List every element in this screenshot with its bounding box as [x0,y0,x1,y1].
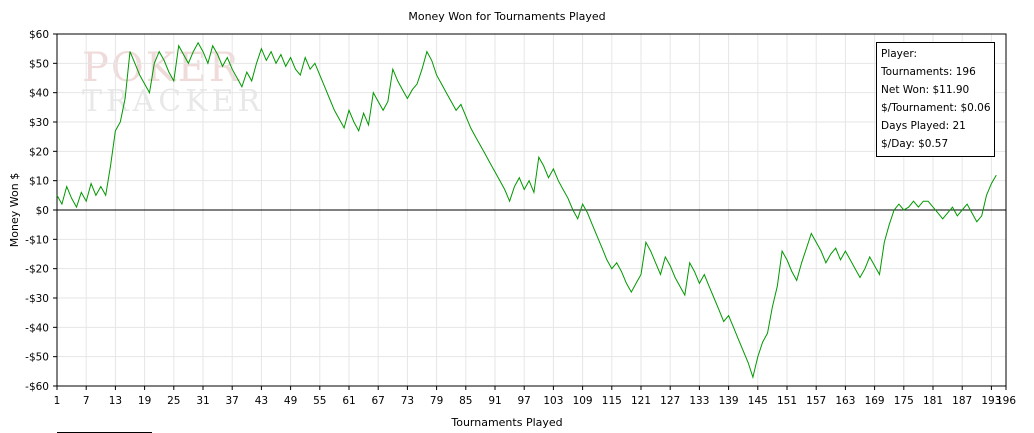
y-axis-label: Money Won $ [8,173,21,247]
chart-title: Money Won for Tournaments Played [408,10,605,23]
legend-line: Days Played: 21 [881,120,966,132]
y-tick-label: $0 [36,205,49,217]
y-tick-label: $60 [29,29,49,41]
y-tick-label: $10 [29,176,49,188]
x-tick-label: 61 [342,395,355,407]
x-tick-label: 157 [806,395,826,407]
x-tick-label: 115 [602,395,622,407]
y-axis-ticks: $60 $50 $40 $30 $20 $10 $0 -$10 -$20 -$30 -$40 -$50… [25,29,57,393]
y-tick-label: $50 [29,58,49,70]
x-tick-label: 163 [835,395,855,407]
y-tick-label: $30 [29,117,49,129]
x-tick-label: 175 [894,395,914,407]
x-axis-label: Tournaments Played [450,416,562,429]
series-group [56,41,997,380]
x-tick-label: 19 [138,395,151,407]
x-tick-label: 133 [689,395,709,407]
x-tick-label: 196 [996,395,1016,407]
x-tick-label: 109 [573,395,593,407]
x-tick-label: 73 [401,395,414,407]
y-tick-label: -$10 [25,234,49,246]
x-tick-label: 37 [226,395,239,407]
y-tick-label: -$50 [25,352,49,364]
y-tick-label: $40 [29,88,49,100]
series-line-0 [56,41,997,380]
x-tick-label: 7 [83,395,90,407]
y-tick-label: -$40 [25,322,49,334]
legend-line: Net Won: $11.90 [881,84,970,96]
x-tick-label: 103 [543,395,563,407]
x-tick-label: 1 [54,395,61,407]
x-tick-label: 181 [923,395,943,407]
x-tick-label: 151 [777,395,797,407]
x-tick-label: 187 [952,395,972,407]
x-tick-label: 91 [488,395,501,407]
y-tick-label: -$60 [25,381,49,393]
x-tick-label: 127 [660,395,680,407]
y-tick-label: -$20 [25,264,49,276]
legend-line: Tournaments: 196 [881,66,976,78]
x-tick-label: 97 [518,395,531,407]
x-tick-label: 13 [109,395,122,407]
x-axis-ticks: 1 7 13 19 25 31 37 43 49 55 61 67 73 79 85 91 97 103 109 11… [54,386,1016,407]
x-tick-label: 169 [865,395,885,407]
x-tick-label: 43 [255,395,268,407]
x-tick-label: 193 [981,395,1001,407]
x-tick-label: 25 [167,395,180,407]
x-tick-label: 49 [284,395,297,407]
player-stats-legend: Player: Tournaments: 196 Net Won: $11.90 $/… [876,42,995,157]
x-tick-label: 67 [372,395,385,407]
x-tick-label: 79 [430,395,443,407]
y-tick-label: -$30 [25,293,49,305]
x-tick-label: 55 [313,395,326,407]
legend-line: $/Tournament: $0.06 [881,102,991,114]
legend-line: $/Day: $0.57 [881,138,949,150]
x-tick-label: 139 [719,395,739,407]
x-tick-label: 121 [631,395,651,407]
x-tick-label: 145 [748,395,768,407]
legend-line: Player: [881,48,918,60]
y-tick-label: $20 [29,146,49,158]
x-tick-label: 31 [196,395,209,407]
x-tick-label: 85 [459,395,472,407]
